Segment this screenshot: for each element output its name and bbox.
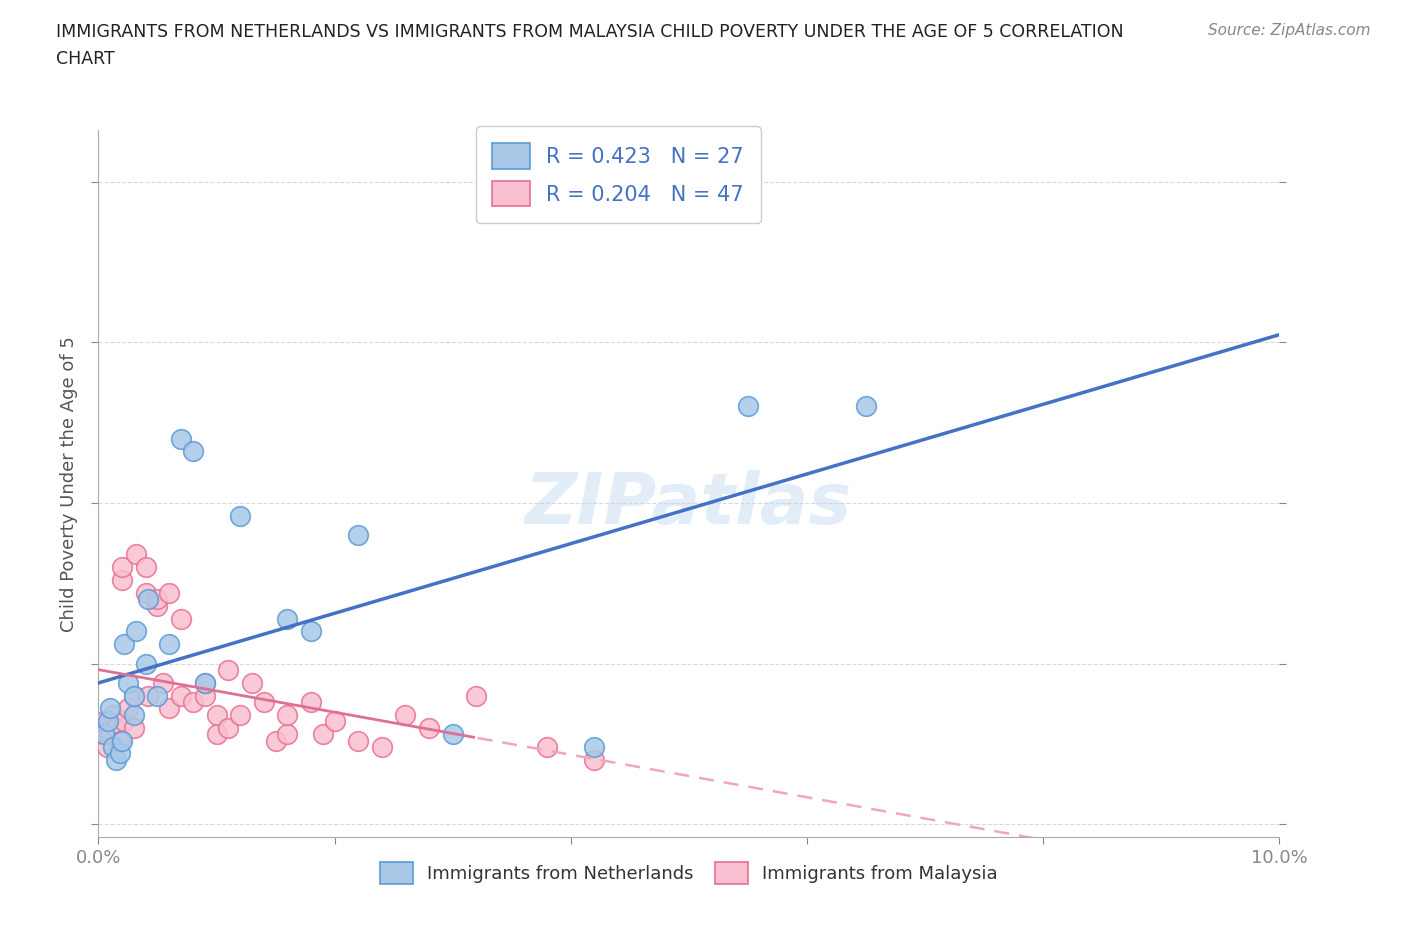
Point (146, 688, 169, 703)
Point (194, 675, 217, 690)
Text: ZIPatlas: ZIPatlas (526, 471, 852, 539)
Text: Source: ZipAtlas.com: Source: ZipAtlas.com (1208, 23, 1371, 38)
Point (157, 637, 180, 652)
Point (205, 726, 228, 741)
Point (312, 726, 335, 741)
Point (737, 399, 759, 414)
Point (194, 675, 217, 690)
Point (276, 726, 298, 741)
Point (122, 708, 145, 723)
Point (276, 708, 298, 723)
Point (93, 726, 115, 741)
Point (240, 675, 263, 690)
Point (146, 598, 169, 613)
Point (217, 662, 239, 677)
Point (111, 573, 134, 588)
Point (157, 701, 180, 716)
Point (136, 591, 159, 606)
Point (394, 708, 416, 723)
Point (276, 611, 298, 626)
Point (157, 585, 180, 600)
Point (170, 688, 193, 703)
Point (217, 721, 239, 736)
Point (465, 688, 488, 703)
Point (122, 721, 145, 736)
Point (152, 675, 174, 690)
Point (136, 688, 159, 703)
Point (135, 656, 157, 671)
Point (111, 733, 134, 748)
Point (323, 714, 346, 729)
Point (418, 721, 440, 736)
Point (122, 688, 145, 703)
Text: IMMIGRANTS FROM NETHERLANDS VS IMMIGRANTS FROM MALAYSIA CHILD POVERTY UNDER THE : IMMIGRANTS FROM NETHERLANDS VS IMMIGRANT… (56, 23, 1123, 68)
Point (170, 611, 193, 626)
Point (112, 714, 135, 729)
Point (97, 714, 120, 729)
Point (181, 695, 204, 710)
Point (441, 726, 464, 741)
Point (117, 675, 139, 690)
Point (101, 708, 124, 723)
Y-axis label: Child Poverty Under the Age of 5: Child Poverty Under the Age of 5 (59, 336, 77, 631)
Point (108, 746, 131, 761)
Point (194, 688, 217, 703)
Point (299, 624, 322, 639)
Point (112, 637, 135, 652)
Point (135, 585, 157, 600)
Point (855, 399, 877, 414)
Point (229, 509, 252, 524)
Point (125, 547, 148, 562)
Point (93, 714, 115, 729)
Point (98, 701, 121, 716)
Point (229, 708, 252, 723)
Point (91, 726, 114, 741)
Point (117, 701, 139, 716)
Point (170, 432, 193, 446)
Point (583, 752, 606, 767)
Point (583, 739, 606, 754)
Point (122, 688, 145, 703)
Point (111, 560, 134, 575)
Point (108, 733, 131, 748)
Point (347, 733, 370, 748)
Point (101, 739, 124, 754)
Point (98, 726, 121, 741)
Point (105, 721, 128, 736)
Point (371, 739, 394, 754)
Point (96, 739, 118, 754)
Point (105, 752, 128, 767)
Point (146, 591, 169, 606)
Point (135, 560, 157, 575)
Point (125, 624, 148, 639)
Point (264, 733, 287, 748)
Legend: Immigrants from Netherlands, Immigrants from Malaysia: Immigrants from Netherlands, Immigrants … (373, 855, 1005, 892)
Point (253, 695, 276, 710)
Point (536, 739, 558, 754)
Point (181, 444, 204, 458)
Point (347, 527, 370, 542)
Point (205, 708, 228, 723)
Point (299, 695, 322, 710)
